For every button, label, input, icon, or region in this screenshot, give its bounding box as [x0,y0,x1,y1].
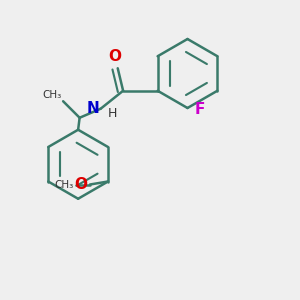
Text: O: O [75,177,88,192]
Text: N: N [86,101,99,116]
Text: O: O [108,49,121,64]
Text: H: H [108,107,118,120]
Text: CH₃: CH₃ [42,90,62,100]
Text: F: F [195,102,206,117]
Text: CH₃: CH₃ [55,179,74,190]
